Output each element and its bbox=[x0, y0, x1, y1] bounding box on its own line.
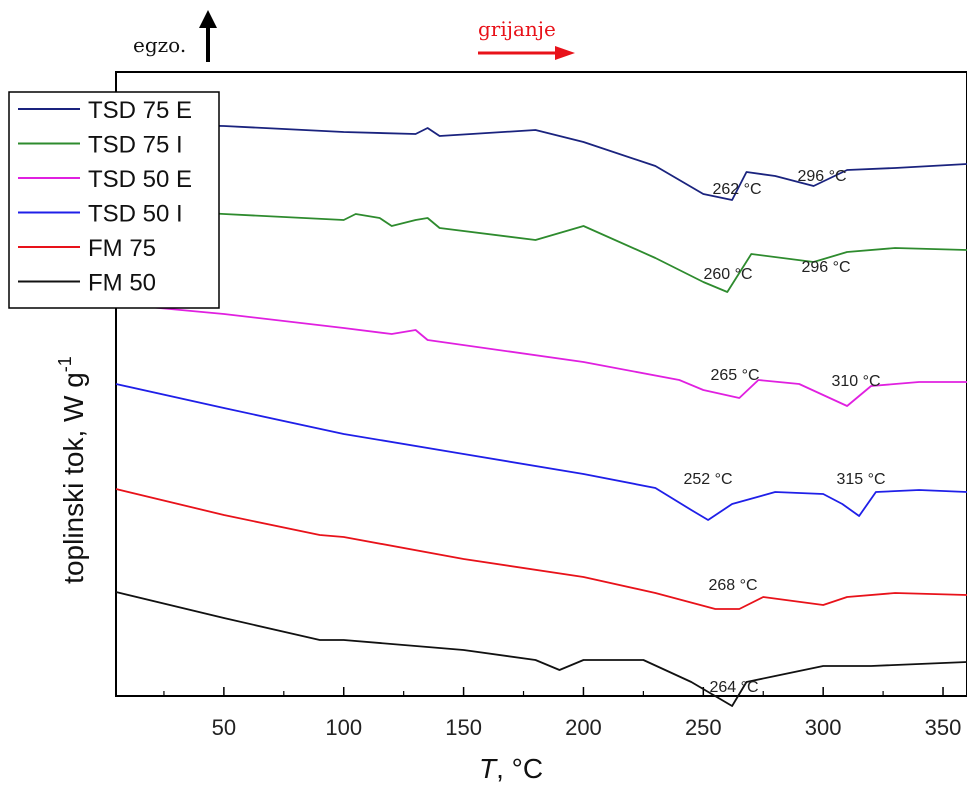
x-axis-title: T, °C bbox=[479, 753, 543, 784]
heating-indicator: grijanje bbox=[478, 17, 575, 60]
series-line bbox=[115, 591, 967, 707]
series-line bbox=[115, 303, 967, 407]
peak-temperature-label: 262 °C bbox=[712, 181, 761, 198]
x-axis-ticks: 50 100 150 200 250 300 350 bbox=[163, 687, 962, 740]
exo-label: egzo. bbox=[133, 33, 186, 57]
peak-temperature-label: 265 °C bbox=[710, 367, 759, 384]
heating-label: grijanje bbox=[478, 17, 556, 41]
peak-temperature-label: 310 °C bbox=[831, 373, 880, 390]
legend-label: FM 75 bbox=[88, 235, 156, 262]
heating-arrow-head bbox=[555, 46, 575, 60]
x-tick-label: 50 bbox=[212, 715, 236, 740]
peak-temperature-label: 296 °C bbox=[801, 259, 850, 276]
legend-box bbox=[8, 91, 220, 309]
peak-temperature-label: 264 °C bbox=[709, 679, 758, 696]
y-axis-title: toplinski tok, W g-1 bbox=[55, 356, 89, 584]
legend: TSD 75 E TSD 75 I TSD 50 E TSD 50 I FM 75 FM … bbox=[8, 91, 220, 309]
peak-temperature-label: 296 °C bbox=[797, 168, 846, 185]
legend-label: TSD 75 I bbox=[88, 132, 183, 159]
x-tick-label: 150 bbox=[445, 715, 482, 740]
exo-indicator: egzo. bbox=[133, 10, 217, 62]
peak-temperature-label: 252 °C bbox=[683, 471, 732, 488]
series-group bbox=[115, 123, 967, 707]
x-tick-label: 200 bbox=[565, 715, 602, 740]
series-line bbox=[115, 207, 967, 293]
x-tick-label: 300 bbox=[805, 715, 842, 740]
legend-label: TSD 50 I bbox=[88, 201, 183, 228]
peak-temperature-label: 260 °C bbox=[703, 266, 752, 283]
legend-label: TSD 75 E bbox=[88, 97, 192, 124]
x-tick-label: 100 bbox=[325, 715, 362, 740]
exo-arrow-head bbox=[199, 10, 217, 28]
x-tick-label: 350 bbox=[925, 715, 962, 740]
peak-temperature-label: 268 °C bbox=[708, 577, 757, 594]
series-line bbox=[115, 383, 967, 521]
peak-temperature-label: 315 °C bbox=[836, 471, 885, 488]
series-line bbox=[115, 488, 967, 610]
series-line bbox=[115, 123, 967, 201]
x-tick-label: 250 bbox=[685, 715, 722, 740]
peak-labels: 262 °C 296 °C 260 °C 296 °C 265 °C 310 °C 252 … bbox=[683, 168, 885, 696]
legend-label: TSD 50 E bbox=[88, 166, 192, 193]
legend-label: FM 50 bbox=[88, 270, 156, 297]
